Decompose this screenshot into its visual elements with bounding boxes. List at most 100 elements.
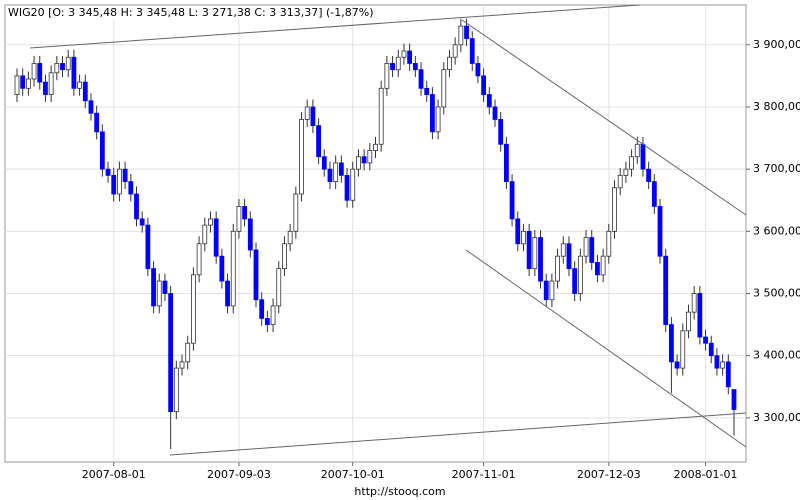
- candle-body: [629, 156, 634, 170]
- y-tick-label: 3 600,00: [753, 224, 800, 237]
- candle-body: [350, 168, 356, 201]
- candle-body: [680, 330, 686, 369]
- candle-body: [572, 268, 578, 294]
- candle-body: [122, 168, 128, 182]
- candle-body: [293, 193, 299, 232]
- candle-body: [640, 143, 646, 170]
- x-tick-label: 2007-12-03: [577, 468, 641, 481]
- candle-body: [94, 112, 100, 133]
- candle-body: [230, 230, 236, 307]
- candle-body: [128, 181, 134, 195]
- candle-body: [356, 156, 361, 170]
- candle-body: [657, 206, 663, 257]
- candle-body: [395, 56, 401, 71]
- candle-body: [469, 38, 475, 64]
- y-tick-label: 3 900,00: [753, 38, 800, 51]
- candle-body: [418, 69, 424, 89]
- candle-body: [549, 280, 555, 301]
- candle-body: [139, 218, 145, 226]
- candle-body: [264, 317, 270, 325]
- candle-body: [111, 174, 117, 195]
- x-tick-label: 2008-01-01: [674, 468, 738, 481]
- candle-body: [43, 81, 48, 95]
- candle-body: [651, 181, 657, 207]
- candle-body: [310, 106, 316, 127]
- candle-body: [731, 389, 737, 410]
- source-label: http://stooq.com: [354, 485, 445, 498]
- candle-body: [424, 87, 430, 95]
- candle-body: [725, 361, 731, 388]
- candle-body: [560, 243, 566, 257]
- candle-body: [54, 63, 60, 74]
- candle-body: [145, 224, 151, 270]
- candle-body: [441, 69, 447, 108]
- candle-body: [503, 143, 509, 182]
- candle-body: [566, 243, 572, 270]
- candle-body: [259, 299, 265, 319]
- candle-body: [697, 293, 703, 338]
- candle-body: [117, 168, 122, 195]
- candle-body: [526, 230, 532, 270]
- candle-body: [242, 206, 248, 220]
- candle-body: [583, 237, 589, 257]
- trend-lines: [29, 4, 747, 456]
- candle-body: [691, 293, 697, 313]
- candle-body: [208, 218, 213, 226]
- candle-body: [213, 218, 219, 257]
- candle-body: [464, 25, 469, 39]
- candle-body: [384, 63, 390, 89]
- candle-body: [498, 119, 504, 145]
- plot-area: [4, 4, 747, 463]
- candle-body: [663, 255, 669, 325]
- candle-body: [82, 81, 88, 102]
- candle-body: [703, 336, 708, 344]
- candle-body: [595, 262, 600, 276]
- candle-body: [333, 162, 339, 182]
- candle-body: [481, 75, 487, 95]
- candle-body: [589, 237, 595, 263]
- candle-body: [401, 50, 407, 58]
- candle-body: [304, 106, 310, 120]
- candle-body: [65, 56, 71, 71]
- candle-body: [225, 280, 230, 307]
- candle-body: [270, 305, 276, 325]
- candle-body: [321, 156, 327, 170]
- candle-body: [361, 156, 367, 164]
- x-tick-label: 2007-08-01: [82, 468, 146, 481]
- candle-body: [282, 243, 287, 270]
- candle-body: [486, 94, 492, 108]
- candle-body: [669, 324, 674, 363]
- candle-body: [60, 63, 65, 71]
- candle-body: [708, 342, 714, 357]
- title-background: [6, 6, 336, 20]
- y-tick-label: 3 700,00: [753, 162, 800, 175]
- candle-body: [276, 268, 282, 307]
- candle-body: [577, 255, 583, 294]
- candle-body: [105, 168, 111, 176]
- candle-body: [196, 243, 202, 276]
- trend-line: [461, 19, 747, 216]
- candle-body: [646, 168, 652, 182]
- candle-body: [236, 206, 242, 232]
- candle-body: [48, 72, 54, 95]
- candle-body: [435, 106, 441, 133]
- candle-body: [344, 174, 350, 201]
- candle-body: [600, 255, 606, 276]
- candle-body: [151, 268, 156, 307]
- candle-body: [71, 56, 77, 89]
- candle-body: [458, 25, 464, 46]
- trend-line: [465, 249, 747, 448]
- candle-body: [475, 63, 481, 77]
- candle-body: [509, 181, 515, 220]
- grid: [5, 5, 746, 462]
- candles: [14, 18, 737, 449]
- candle-body: [156, 280, 162, 307]
- candle-body: [25, 78, 31, 89]
- candle-body: [77, 81, 82, 89]
- candle-body: [14, 75, 20, 95]
- candle-body: [515, 218, 521, 245]
- candle-body: [430, 94, 435, 133]
- x-tick-label: 2007-11-01: [452, 468, 516, 481]
- candle-body: [88, 100, 94, 114]
